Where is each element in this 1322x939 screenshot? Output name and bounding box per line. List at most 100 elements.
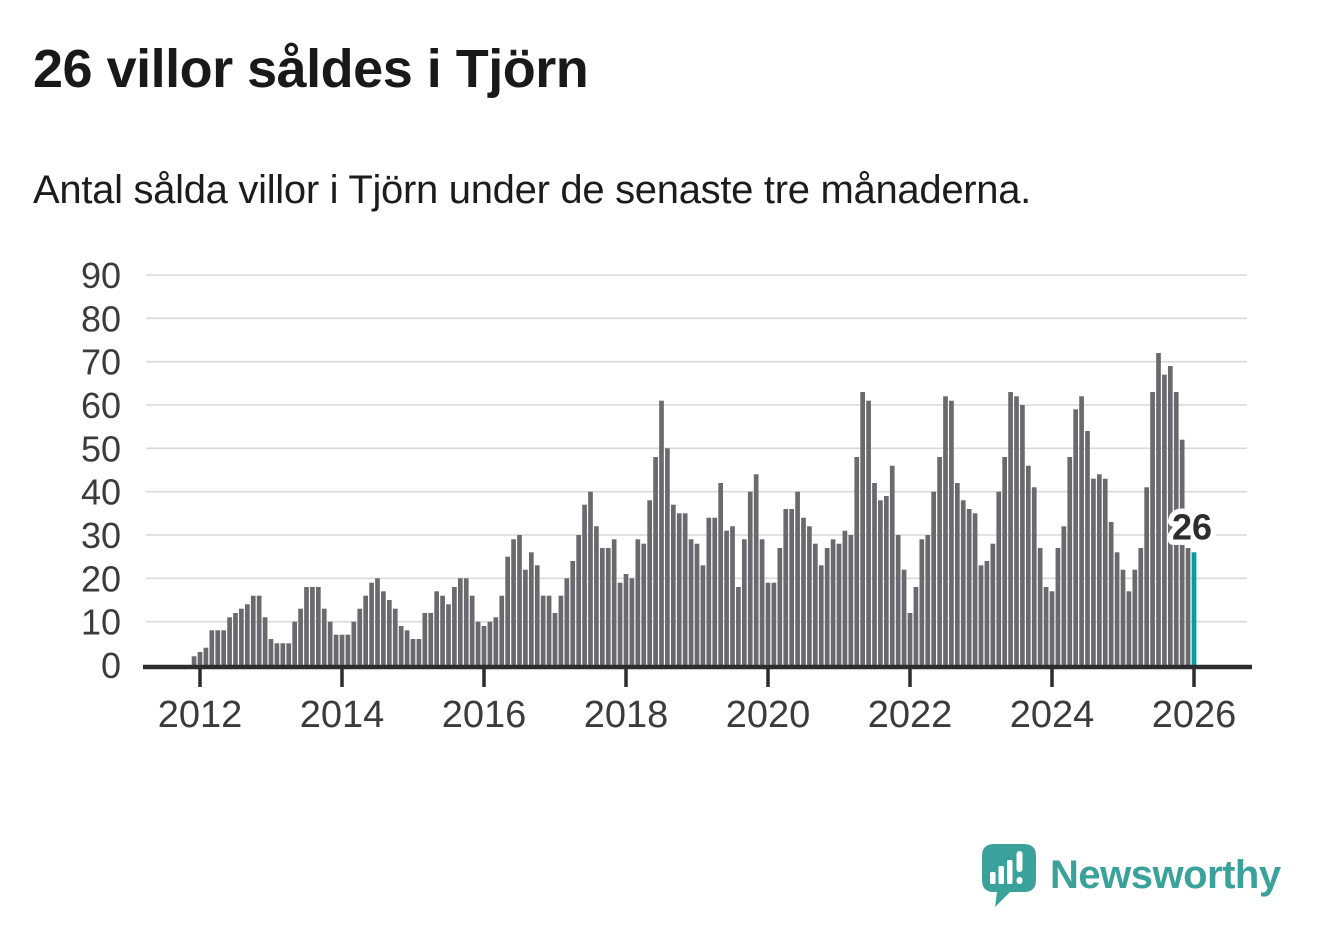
bar [215, 630, 221, 665]
bar [1055, 548, 1061, 665]
bar [351, 621, 357, 665]
bar [978, 565, 984, 665]
bar [1002, 457, 1008, 665]
y-axis-tick-label: 90 [81, 255, 121, 296]
bar [1043, 587, 1049, 665]
bar [298, 608, 303, 665]
bar [1185, 548, 1191, 665]
y-axis-tick-label: 30 [81, 515, 121, 556]
bar [256, 595, 262, 665]
bar [333, 634, 339, 665]
bar [1008, 392, 1013, 665]
bar [801, 517, 806, 665]
bar [1126, 591, 1132, 665]
bar [528, 552, 534, 665]
bar [292, 621, 298, 665]
bar [653, 457, 658, 665]
bar [1025, 465, 1031, 665]
bar [487, 621, 493, 665]
bar [227, 617, 232, 665]
bar [771, 582, 777, 665]
bar [996, 491, 1002, 665]
bar [818, 565, 824, 665]
bar [1061, 526, 1067, 665]
bar [872, 483, 877, 665]
x-axis-tick-label: 2014 [300, 694, 385, 736]
x-axis-tick-label: 2012 [158, 694, 243, 736]
bar [339, 634, 345, 665]
bar [345, 634, 351, 665]
bar [499, 595, 505, 665]
bar [552, 613, 558, 665]
bar [1114, 552, 1120, 665]
bar [493, 617, 499, 665]
bar [878, 500, 883, 665]
bar [949, 400, 954, 665]
newsworthy-logo-icon [982, 844, 1036, 907]
bar [511, 539, 516, 665]
bar [712, 517, 718, 665]
y-axis-tick-label: 0 [101, 645, 121, 686]
x-axis-tick-label: 2026 [1152, 694, 1237, 736]
bar [404, 630, 410, 665]
bar [416, 639, 422, 665]
y-axis-tick-label: 70 [81, 342, 121, 383]
bar [937, 457, 942, 665]
bar [747, 491, 753, 665]
bar [830, 539, 836, 665]
last-value-label: 26 [1172, 506, 1212, 547]
bar [357, 608, 363, 665]
bar [446, 604, 451, 665]
bar [505, 556, 511, 665]
bar [907, 613, 913, 665]
y-axis-tick-label: 60 [81, 385, 121, 426]
bar [327, 621, 333, 665]
bar [730, 526, 735, 665]
bar [440, 595, 445, 665]
y-axis-tick-label: 40 [81, 472, 121, 513]
bar [315, 587, 321, 665]
bar [688, 539, 694, 665]
bar [452, 587, 457, 665]
bar [889, 465, 895, 665]
bar [262, 617, 268, 665]
bar [972, 513, 978, 665]
bar [558, 595, 564, 665]
bar [203, 647, 209, 665]
newsworthy-wordmark: Newsworthy [1050, 852, 1281, 897]
bar [363, 595, 369, 665]
bar [588, 491, 593, 665]
bar [250, 595, 256, 665]
bar [1020, 405, 1025, 665]
bar [1102, 478, 1108, 665]
bar [582, 504, 587, 665]
bar [576, 535, 582, 665]
bar [700, 565, 706, 665]
bar [280, 643, 286, 665]
bar [1091, 478, 1096, 665]
bar [1120, 569, 1126, 665]
y-axis-tick-label: 20 [81, 558, 121, 599]
bar [463, 578, 469, 665]
chart-subtitle: Antal sålda villor i Tjörn under de sena… [33, 168, 1031, 212]
bar [759, 539, 765, 665]
bar [422, 613, 428, 665]
bar [1079, 396, 1084, 665]
bar [434, 591, 440, 665]
bar [694, 543, 700, 665]
bar [736, 587, 741, 665]
logo-exclamation-stem [1016, 851, 1023, 872]
bar [1067, 457, 1073, 665]
x-axis-tick-label: 2024 [1010, 694, 1095, 736]
bar [1096, 474, 1102, 665]
bar [1049, 591, 1055, 665]
bar [753, 474, 759, 665]
bar [221, 630, 227, 665]
bar [931, 491, 937, 665]
bar [1138, 548, 1144, 665]
bar [1156, 353, 1161, 665]
bar [777, 548, 783, 665]
bar [1085, 431, 1090, 665]
